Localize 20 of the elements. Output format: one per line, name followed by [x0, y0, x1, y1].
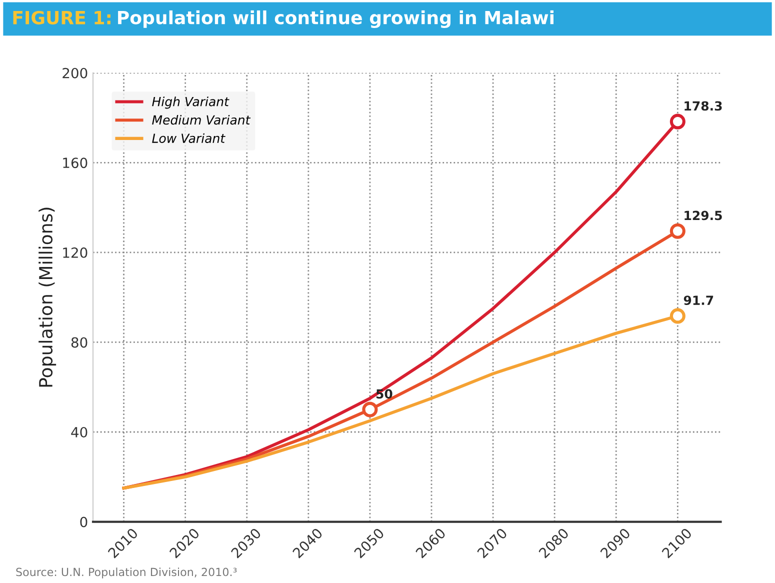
y-tick-label: 200: [62, 68, 88, 78]
legend-label: High Variant: [152, 96, 230, 109]
data-label: 91.7: [684, 296, 714, 306]
data-label: 178.3: [684, 101, 722, 111]
point: [670, 114, 686, 130]
y-tick-label: 120: [63, 247, 88, 258]
legend-label: Low Variant: [152, 133, 226, 143]
source-note: Source: U.N. Population Division, 2010.³: [16, 568, 237, 578]
point: [362, 402, 378, 418]
y-axis-title: Population (Millions): [38, 208, 56, 387]
data-label: 50: [376, 389, 392, 399]
chart-title: FIGURE 1: Population will continue growing in Malawi: [13, 10, 554, 28]
legend-label: Medium Variant: [152, 114, 251, 125]
point: [670, 308, 686, 324]
point: [670, 223, 686, 239]
y-tick-label: 80: [71, 337, 88, 348]
y-tick-label: 40: [71, 426, 88, 438]
y-tick-label: 160: [63, 158, 88, 168]
data-label: 129.5: [684, 210, 722, 220]
y-tick-label: 0: [80, 516, 88, 528]
